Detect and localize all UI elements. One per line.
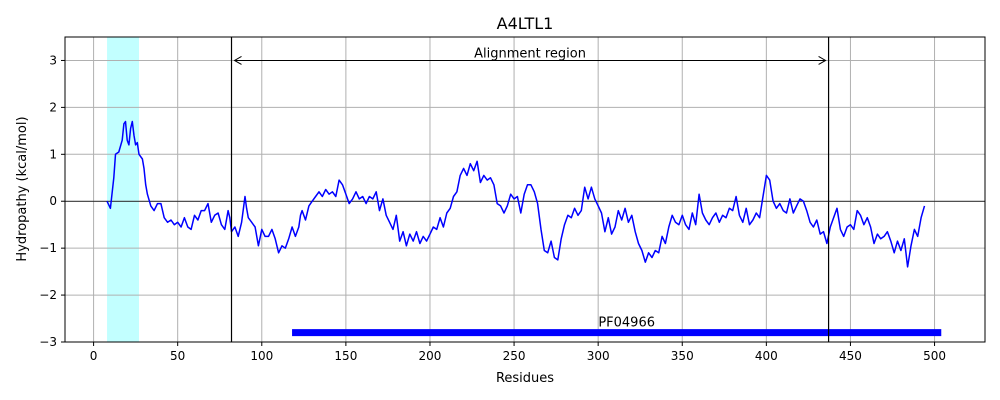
y-tick-label: 2 (49, 100, 57, 114)
boundary-layer: Alignment region (230, 37, 830, 342)
series-layer (106, 120, 926, 268)
tick-layer: 0 50 100 150 200 250 300 350 400 450 500 −3 −2 −1 0 1 2 3 (39, 53, 946, 363)
domain-layer: PF04966 (292, 316, 942, 337)
x-tick-label: 400 (755, 349, 778, 363)
x-tick-label: 300 (587, 349, 610, 363)
y-tick-label: 0 (49, 194, 57, 208)
y-tick-label: 1 (49, 147, 57, 161)
hydropathy-series-line (106, 120, 926, 268)
x-tick-label: 350 (671, 349, 694, 363)
x-tick-label: 200 (419, 349, 442, 363)
x-tick-label: 150 (334, 349, 357, 363)
plot-frame (64, 36, 986, 343)
domain-bar (292, 329, 942, 337)
domain-label: PF04966 (598, 316, 655, 331)
y-tick-label: 3 (49, 53, 57, 67)
alignment-arrow-left-head (233, 56, 242, 65)
y-tick-label: −2 (39, 288, 57, 302)
y-tick-label: −3 (39, 335, 57, 349)
y-axis-label: Hydropathy (kcal/mol) (15, 116, 30, 261)
chart-title: A4LTL1 (497, 14, 554, 33)
alignment-arrow-right-head (818, 56, 827, 65)
x-tick-label: 0 (90, 349, 98, 363)
x-tick-label: 500 (923, 349, 946, 363)
x-tick-label: 100 (250, 349, 273, 363)
y-tick-label: −1 (39, 241, 57, 255)
x-tick-label: 250 (503, 349, 526, 363)
alignment-region-label: Alignment region (474, 46, 586, 61)
x-tick-label: 50 (170, 349, 185, 363)
x-axis-label: Residues (496, 371, 554, 386)
x-tick-label: 450 (839, 349, 862, 363)
